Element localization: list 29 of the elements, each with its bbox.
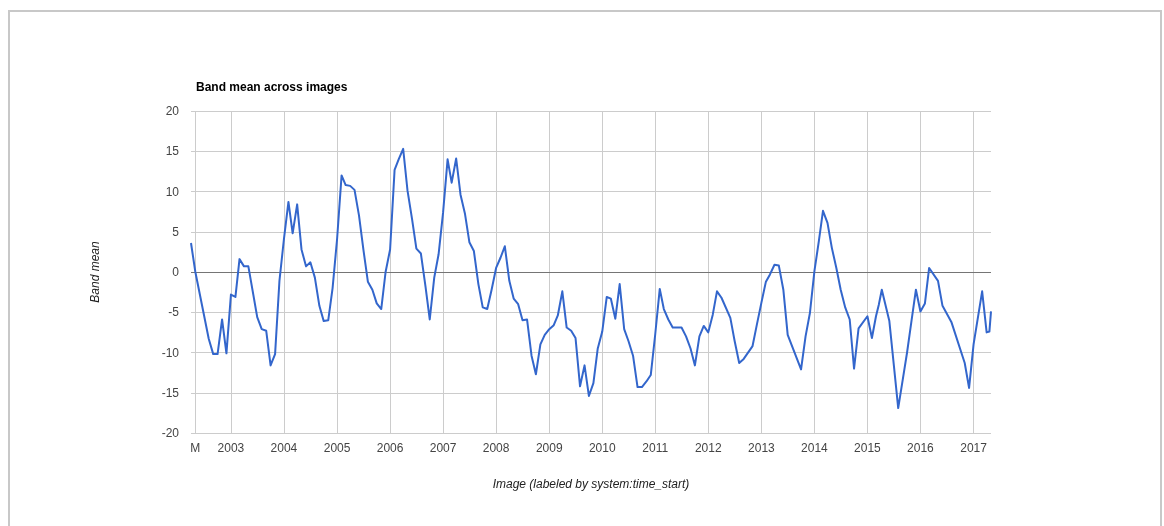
y-axis-title: Band mean xyxy=(88,240,102,303)
x-tick-label: 2015 xyxy=(854,441,882,455)
x-tick-label: 2010 xyxy=(588,441,616,455)
x-tick-label: 2014 xyxy=(801,441,829,455)
x-axis-title: Image (labeled by system:time_start) xyxy=(492,477,690,491)
x-tick-label: 2011 xyxy=(642,441,669,455)
x-tick-label: 2007 xyxy=(429,441,457,455)
x-tick-label: 2003 xyxy=(217,441,245,455)
x-tick-label: 2009 xyxy=(535,441,563,455)
y-tick-label: 10 xyxy=(165,184,180,199)
chart-title: Band mean across images xyxy=(196,80,348,94)
y-tick-label: -15 xyxy=(161,385,180,400)
y-tick-label: -10 xyxy=(161,345,180,360)
x-tick-label: M xyxy=(190,441,201,455)
y-tick-label: 5 xyxy=(172,224,180,239)
y-tick-label: -5 xyxy=(168,305,180,320)
line-series xyxy=(190,147,992,410)
y-tick-label: 20 xyxy=(165,104,180,118)
y-tick-label: -20 xyxy=(161,426,180,440)
x-tick-label: 2017 xyxy=(960,441,988,455)
x-tick-label: 2004 xyxy=(270,441,298,455)
x-tick-label: 2013 xyxy=(748,441,776,455)
x-tick-label: 2008 xyxy=(482,441,510,455)
y-tick-label: 0 xyxy=(172,265,180,279)
x-tick-label: 2016 xyxy=(907,441,935,455)
x-tick-label: 2005 xyxy=(323,441,351,455)
x-tick-label: 2006 xyxy=(376,441,404,455)
y-tick-label: 15 xyxy=(165,144,180,159)
x-tick-label: 2012 xyxy=(694,441,722,455)
